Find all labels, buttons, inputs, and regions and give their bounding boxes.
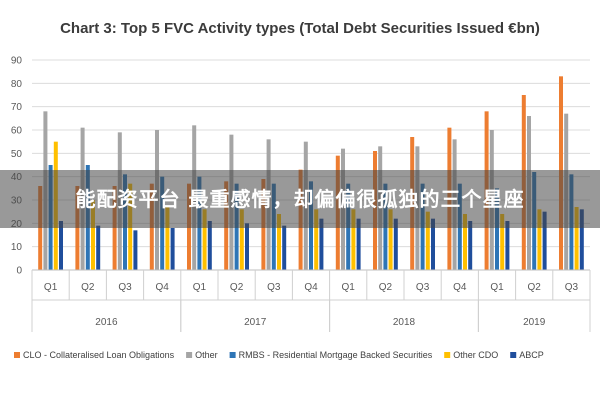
bar [245, 223, 249, 270]
x-tick-label: Q4 [156, 282, 170, 293]
year-label: 2018 [393, 317, 416, 328]
bar [537, 209, 542, 270]
legend: CLO - Collateralised Loan Obligations Oth… [14, 350, 544, 360]
bar [579, 209, 584, 270]
y-tick-label: 50 [11, 149, 23, 160]
legend-swatch [229, 352, 236, 358]
x-tick-label: Q3 [267, 282, 281, 293]
bar [59, 221, 63, 270]
bar [75, 186, 80, 270]
x-tick-label: Q1 [44, 282, 58, 293]
year-label: 2019 [523, 317, 546, 328]
y-tick-label: 80 [11, 79, 23, 90]
bar [96, 225, 101, 270]
x-tick-label: Q3 [118, 282, 132, 293]
bar [282, 225, 287, 270]
legend-swatch [186, 352, 193, 358]
bar [202, 209, 207, 270]
chart-title: Chart 3: Top 5 FVC Activity types (Total… [60, 20, 540, 37]
watermark-text: 能配资平台 最重感情，却偏偏很孤独的三个星座 [75, 187, 525, 211]
bar [112, 186, 117, 270]
legend-label: CLO - Collateralised Loan Obligations [23, 350, 175, 360]
legend-swatch [14, 352, 20, 358]
bar [431, 218, 435, 270]
watermark-band [0, 170, 600, 228]
bar [170, 228, 175, 270]
x-tick-label: Q3 [565, 282, 579, 293]
y-tick-label: 10 [11, 242, 23, 253]
bar [319, 218, 324, 270]
bar [207, 221, 212, 270]
bar [574, 207, 579, 270]
x-tick-label: Q2 [379, 282, 393, 293]
bar [463, 214, 467, 270]
bar [277, 214, 281, 270]
legend-label: RMBS - Residential Mortgage Backed Secur… [239, 350, 433, 360]
x-axis: Q1 Q2 Q3 Q4 Q1 Q2 Q3 Q4 Q1 Q2 Q3 Q4 Q1 Q2 Q3 2016 2017 20… [31, 269, 591, 332]
bar [393, 218, 398, 270]
bar [314, 209, 319, 270]
legend-label: ABCP [519, 350, 544, 360]
x-tick-label: Q4 [304, 282, 318, 293]
y-tick-label: 90 [11, 56, 23, 67]
bar [38, 186, 43, 270]
y-axis: 0102030405060708090 [11, 56, 23, 277]
bar [351, 209, 356, 270]
y-tick-label: 70 [11, 102, 23, 113]
bar [133, 230, 138, 270]
y-tick-label: 60 [11, 126, 23, 137]
bar [425, 211, 430, 270]
legend-swatch [510, 352, 517, 358]
x-tick-label: Q4 [453, 282, 467, 293]
bar [356, 218, 361, 270]
bar [239, 209, 244, 270]
legend-label: Other [195, 350, 218, 360]
x-tick-label: Q1 [342, 282, 356, 293]
x-tick-label: Q2 [528, 282, 542, 293]
bar [495, 188, 499, 270]
x-tick-label: Q3 [416, 282, 430, 293]
x-tick-label: Q2 [230, 282, 244, 293]
bar [165, 207, 170, 270]
x-tick-label: Q2 [81, 282, 95, 293]
bar [505, 221, 510, 270]
legend-swatch [444, 352, 451, 358]
legend-label: Other CDO [453, 350, 498, 360]
bar [500, 214, 505, 270]
bar [468, 221, 473, 270]
bar [91, 200, 95, 270]
year-label: 2017 [244, 317, 267, 328]
year-label: 2016 [95, 317, 118, 328]
x-tick-label: Q1 [490, 282, 504, 293]
bar [388, 209, 393, 270]
y-tick-label: 0 [16, 266, 22, 277]
bar [542, 211, 547, 270]
x-tick-label: Q1 [193, 282, 207, 293]
